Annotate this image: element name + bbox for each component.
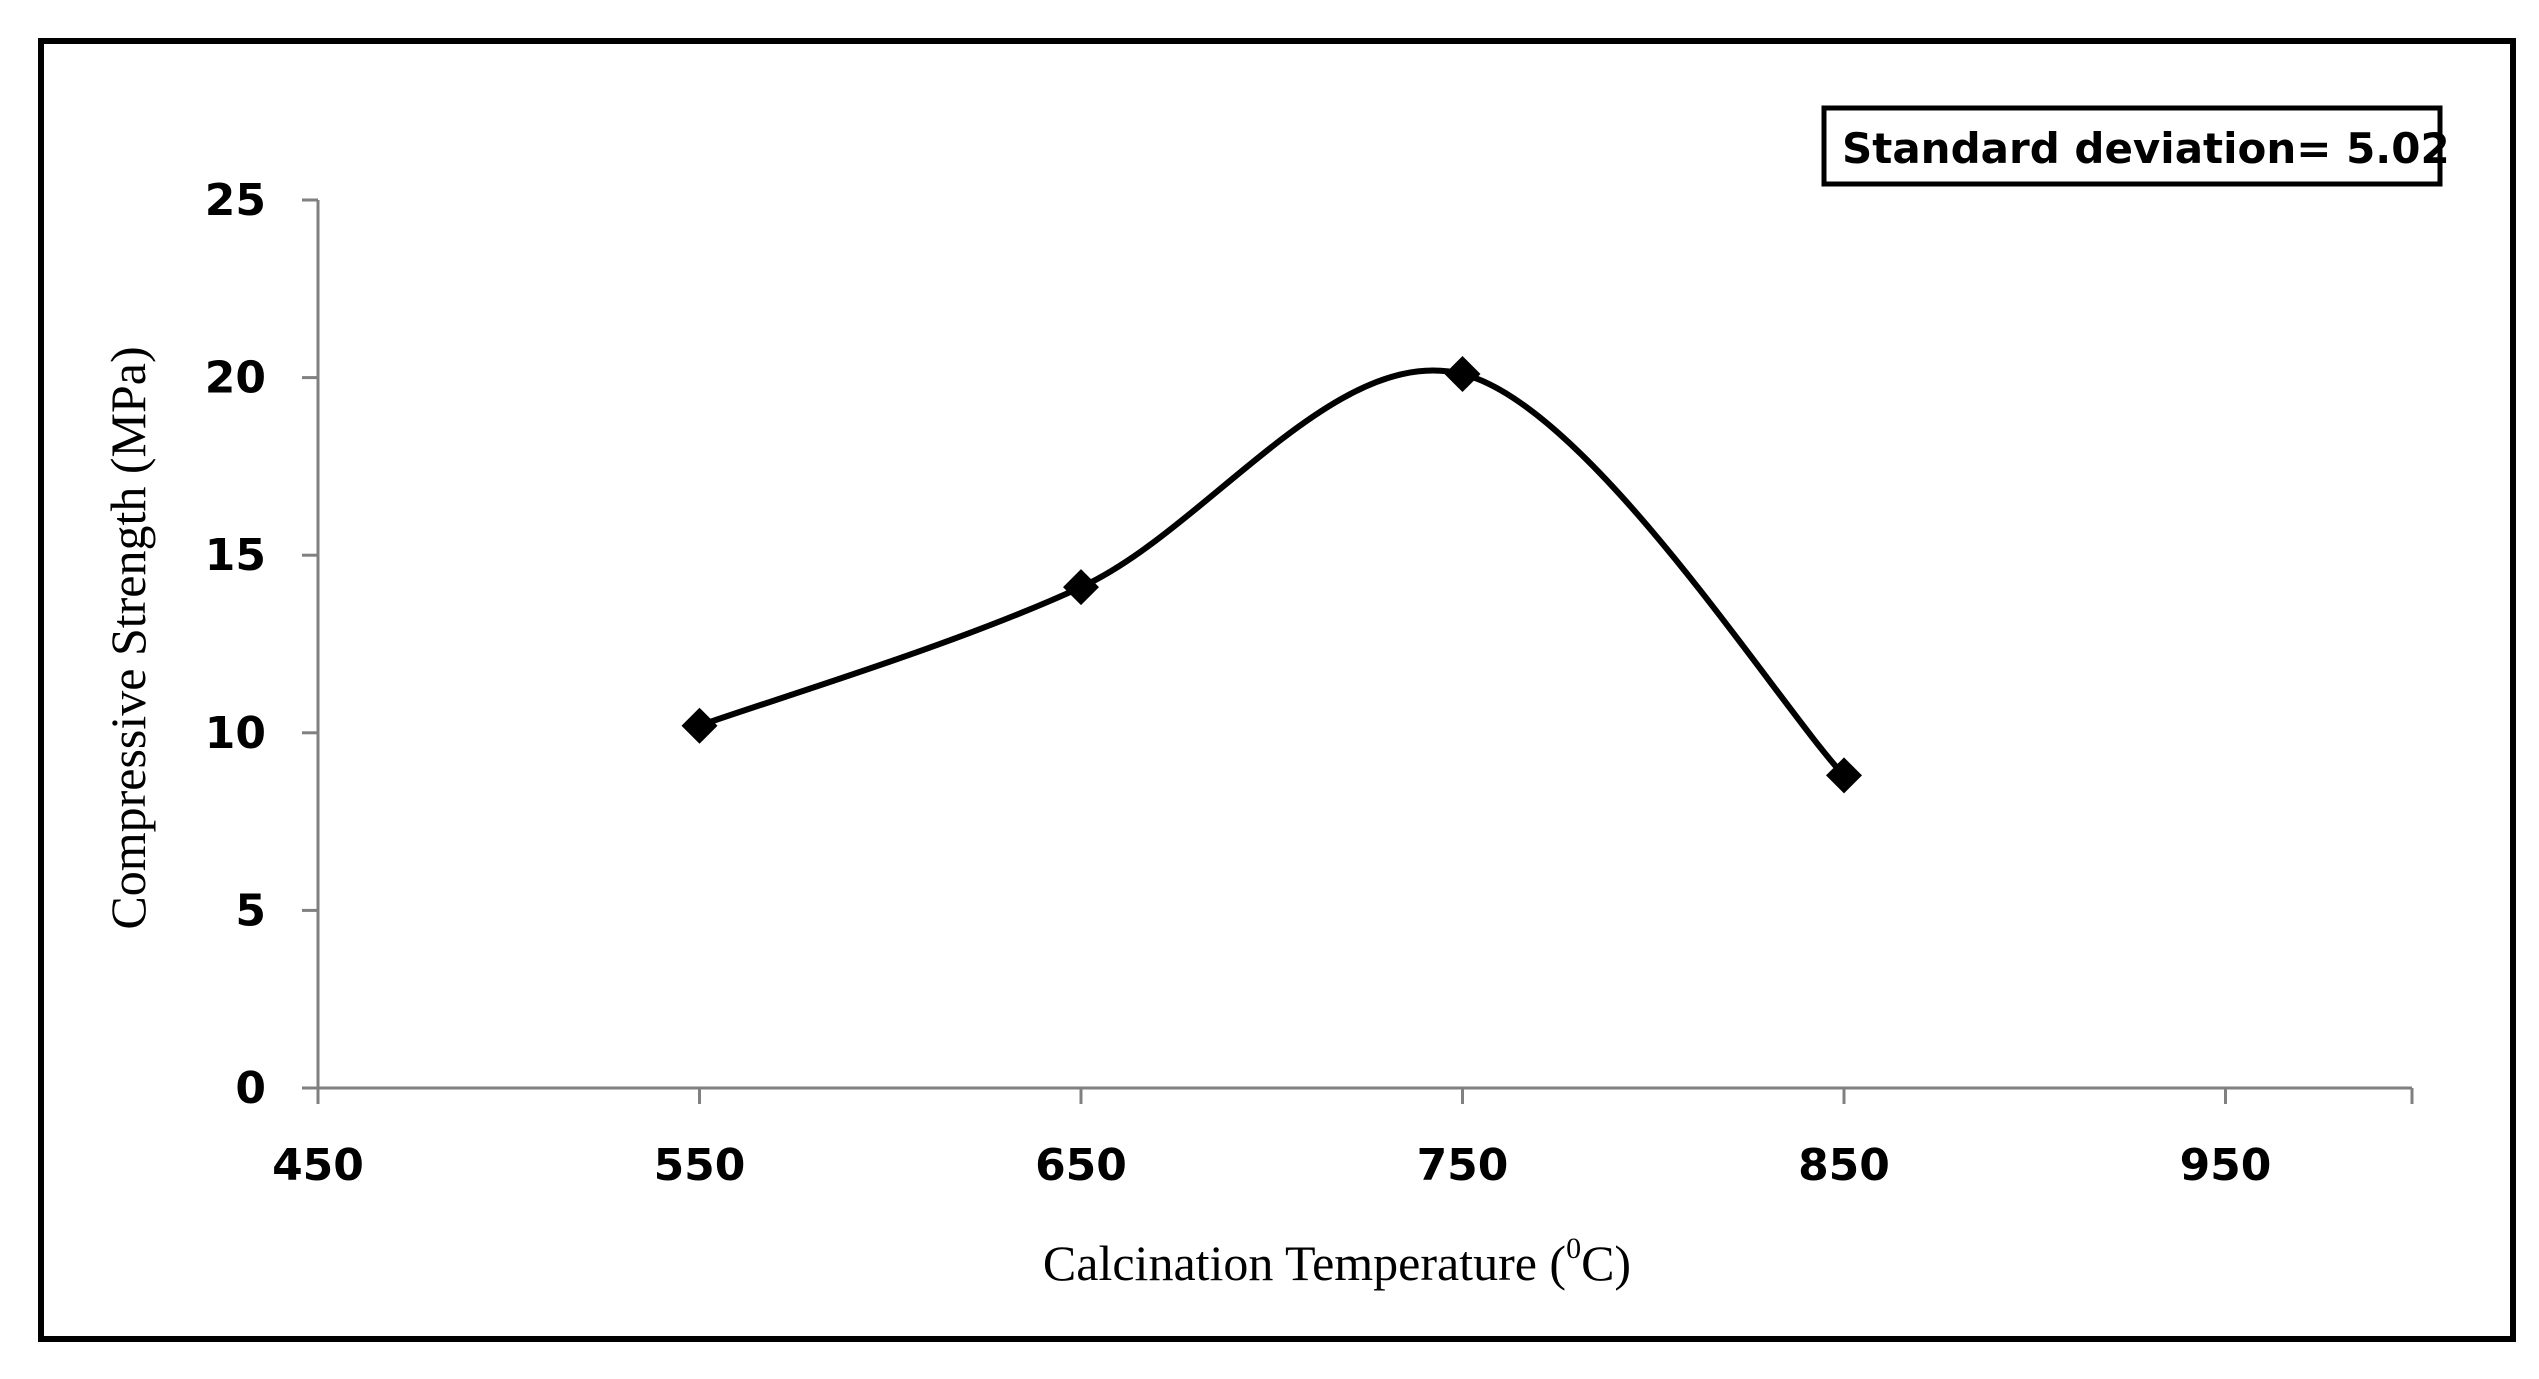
standard-deviation-box: Standard deviation= 5.02 xyxy=(1821,105,2450,187)
series-line xyxy=(698,367,1847,778)
y-axis-title: Compressive Strength (MPa) xyxy=(100,346,156,929)
annotation-border xyxy=(1821,105,2443,187)
y-tick-label: 0 xyxy=(235,1063,266,1114)
data-point-marker xyxy=(681,707,718,744)
standard-deviation-text: Standard deviation= 5.02 xyxy=(1842,124,2450,173)
x-axis-title: Calcination Temperature (0C) xyxy=(1043,1232,1631,1291)
x-tick-label: 550 xyxy=(654,1140,746,1191)
y-tick-label: 10 xyxy=(205,708,266,759)
y-tick-label: 20 xyxy=(205,353,266,404)
x-tick-label: 450 xyxy=(272,1140,364,1191)
x-tick-label: 650 xyxy=(1035,1140,1127,1191)
x-axis-title-superscript: 0 xyxy=(1566,1232,1581,1265)
y-tick-label: 5 xyxy=(235,885,266,936)
y-ticks: 0 5 10 15 20 25 xyxy=(205,175,318,1114)
x-ticks: 450 550 650 750 850 950 xyxy=(272,1088,2414,1191)
y-tick-label: 15 xyxy=(205,530,266,581)
x-tick-label: 850 xyxy=(1798,1140,1890,1191)
y-tick-label: 25 xyxy=(205,175,266,226)
x-tick-label: 750 xyxy=(1417,1140,1509,1191)
x-axis-title-suffix: C) xyxy=(1581,1235,1631,1291)
axes xyxy=(316,200,2412,1090)
x-tick-label: 950 xyxy=(2180,1140,2272,1191)
series-group xyxy=(681,356,1862,794)
chart-frame xyxy=(38,38,2516,1342)
x-axis-title-main: Calcination Temperature ( xyxy=(1043,1235,1566,1291)
data-point-marker xyxy=(1826,757,1862,794)
data-point-marker xyxy=(1444,356,1481,393)
data-point-marker xyxy=(1063,569,1099,606)
